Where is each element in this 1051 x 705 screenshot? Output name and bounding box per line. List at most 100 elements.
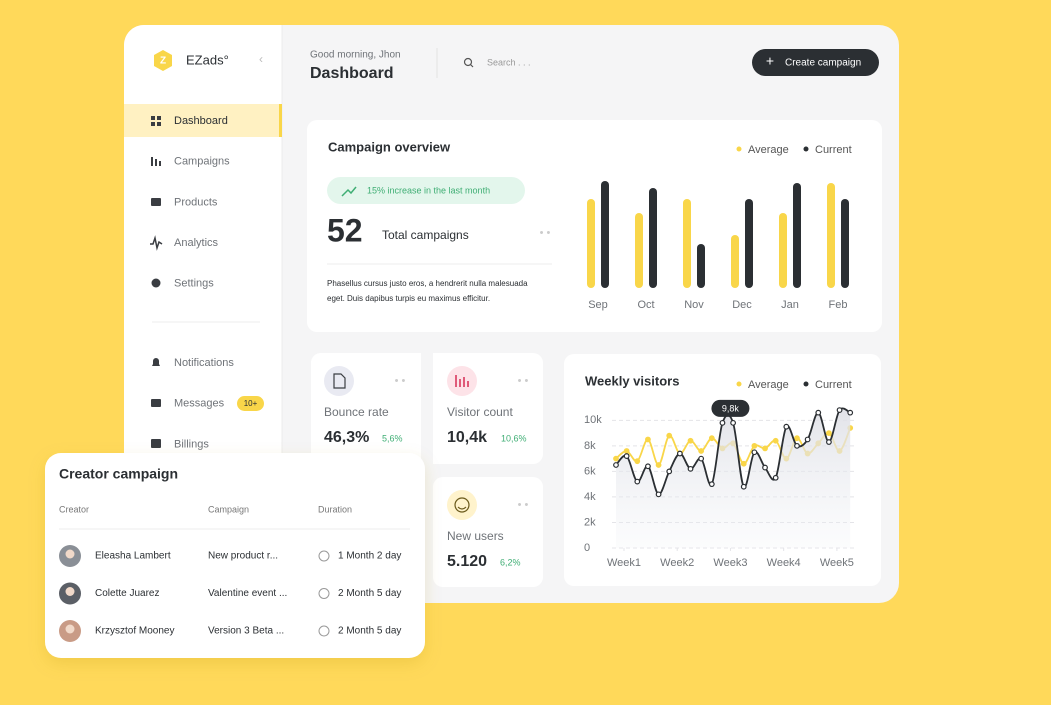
point	[826, 439, 832, 445]
stat-label: Bounce rate	[324, 405, 389, 419]
more-icon[interactable]: • •	[518, 375, 529, 387]
point	[623, 448, 630, 454]
column-header: Campaign	[208, 504, 249, 514]
trend-pill	[327, 177, 525, 204]
more-icon[interactable]: • •	[395, 375, 406, 387]
avatar-head	[65, 549, 75, 559]
legend-label: Average	[748, 144, 789, 156]
nav-item[interactable]: Settings	[174, 278, 214, 290]
bar	[683, 199, 691, 288]
point	[794, 442, 800, 449]
duration: 2 Month 5 day	[338, 588, 401, 599]
nav-icons	[150, 116, 163, 448]
column-header: Creator	[59, 504, 89, 514]
point	[730, 419, 737, 426]
table-rows: Eleasha Lambert New product r... 1 Month 2…	[59, 545, 401, 642]
clock-icon	[318, 550, 330, 562]
x-tick-label: Nov	[684, 299, 704, 311]
point	[666, 468, 673, 475]
stat-icon	[454, 497, 470, 513]
legend-label: Current	[815, 379, 852, 391]
bar	[649, 188, 657, 288]
point	[847, 409, 854, 416]
stat-icon-bg	[447, 490, 477, 520]
x-tick-label: Week5	[820, 557, 854, 569]
bar	[793, 183, 801, 288]
nav-item[interactable]: Billings	[174, 438, 209, 450]
clock-icon	[318, 588, 330, 599]
clock-icon	[318, 625, 330, 637]
point	[698, 455, 705, 462]
nav-item[interactable]: Dashboard	[174, 115, 228, 127]
bar	[779, 213, 787, 288]
point	[826, 430, 832, 436]
point	[762, 464, 768, 471]
nav-item[interactable]: Messages	[174, 398, 225, 410]
point	[804, 436, 811, 443]
more-icon[interactable]: • •	[540, 227, 551, 239]
campaign-name: Valentine event ...	[208, 588, 287, 599]
card-title: Weekly visitors	[585, 373, 679, 388]
stat-icon	[455, 375, 469, 387]
legend-dot	[736, 146, 742, 152]
x-tick-label: Jan	[781, 299, 799, 311]
bar	[841, 199, 849, 288]
nav: Dashboard Campaigns Products Analytics Setti…	[174, 115, 234, 450]
point	[751, 442, 758, 449]
create-button[interactable]	[752, 49, 879, 76]
y-tick-label: 0	[584, 542, 590, 554]
bar	[731, 235, 739, 288]
icon	[151, 198, 161, 206]
bar	[697, 244, 705, 288]
nav-item[interactable]: Campaigns	[174, 156, 230, 168]
bar	[745, 199, 753, 288]
point	[772, 474, 779, 481]
point	[676, 450, 683, 457]
search-icon	[470, 64, 474, 68]
brand-logo	[154, 50, 172, 71]
creator-card	[45, 453, 425, 658]
point	[666, 432, 673, 439]
stat-change: 10,6%	[501, 433, 527, 443]
point	[645, 463, 651, 470]
stat-label: Visitor count	[447, 405, 513, 419]
point	[836, 407, 843, 414]
point	[719, 419, 726, 426]
point	[815, 409, 822, 416]
column-header: Duration	[318, 504, 352, 514]
search-input[interactable]: Search . . .	[487, 57, 531, 67]
legend-dot	[803, 146, 809, 152]
nav-item[interactable]: Products	[174, 196, 218, 208]
icon	[151, 122, 155, 126]
point	[708, 481, 715, 488]
description-line: Phasellus cursus justo eros, a hendrerit…	[327, 279, 528, 288]
x-tick-label: Sep	[588, 299, 608, 311]
badge	[237, 396, 264, 411]
badge-text: 10+	[244, 399, 258, 408]
nav-item[interactable]: Notifications	[174, 357, 234, 369]
legend-dot	[736, 381, 742, 387]
stat-change: 6,2%	[500, 557, 521, 567]
point	[740, 460, 747, 467]
icon	[151, 399, 161, 407]
x-tick-label: Week1	[607, 557, 641, 569]
plus-icon: +	[766, 53, 774, 69]
create-button-label[interactable]: Create campaign	[785, 58, 861, 69]
more-icon[interactable]: • •	[518, 499, 529, 511]
icon	[159, 161, 161, 166]
point	[740, 483, 747, 490]
nav-item[interactable]: Analytics	[174, 237, 219, 249]
collapse-icon[interactable]: ‹	[259, 52, 263, 66]
point	[783, 423, 790, 430]
creator-name: Colette Juarez	[95, 588, 159, 599]
point	[634, 478, 641, 485]
y-tick-label: 2k	[584, 516, 596, 528]
stat-icon	[457, 506, 467, 510]
tooltip-label: 9,8k	[722, 403, 740, 413]
search-icon	[463, 57, 473, 67]
icon	[157, 116, 161, 120]
icon	[152, 358, 160, 366]
duration: 1 Month 2 day	[338, 551, 401, 562]
icon	[157, 122, 161, 126]
icon	[155, 159, 157, 166]
